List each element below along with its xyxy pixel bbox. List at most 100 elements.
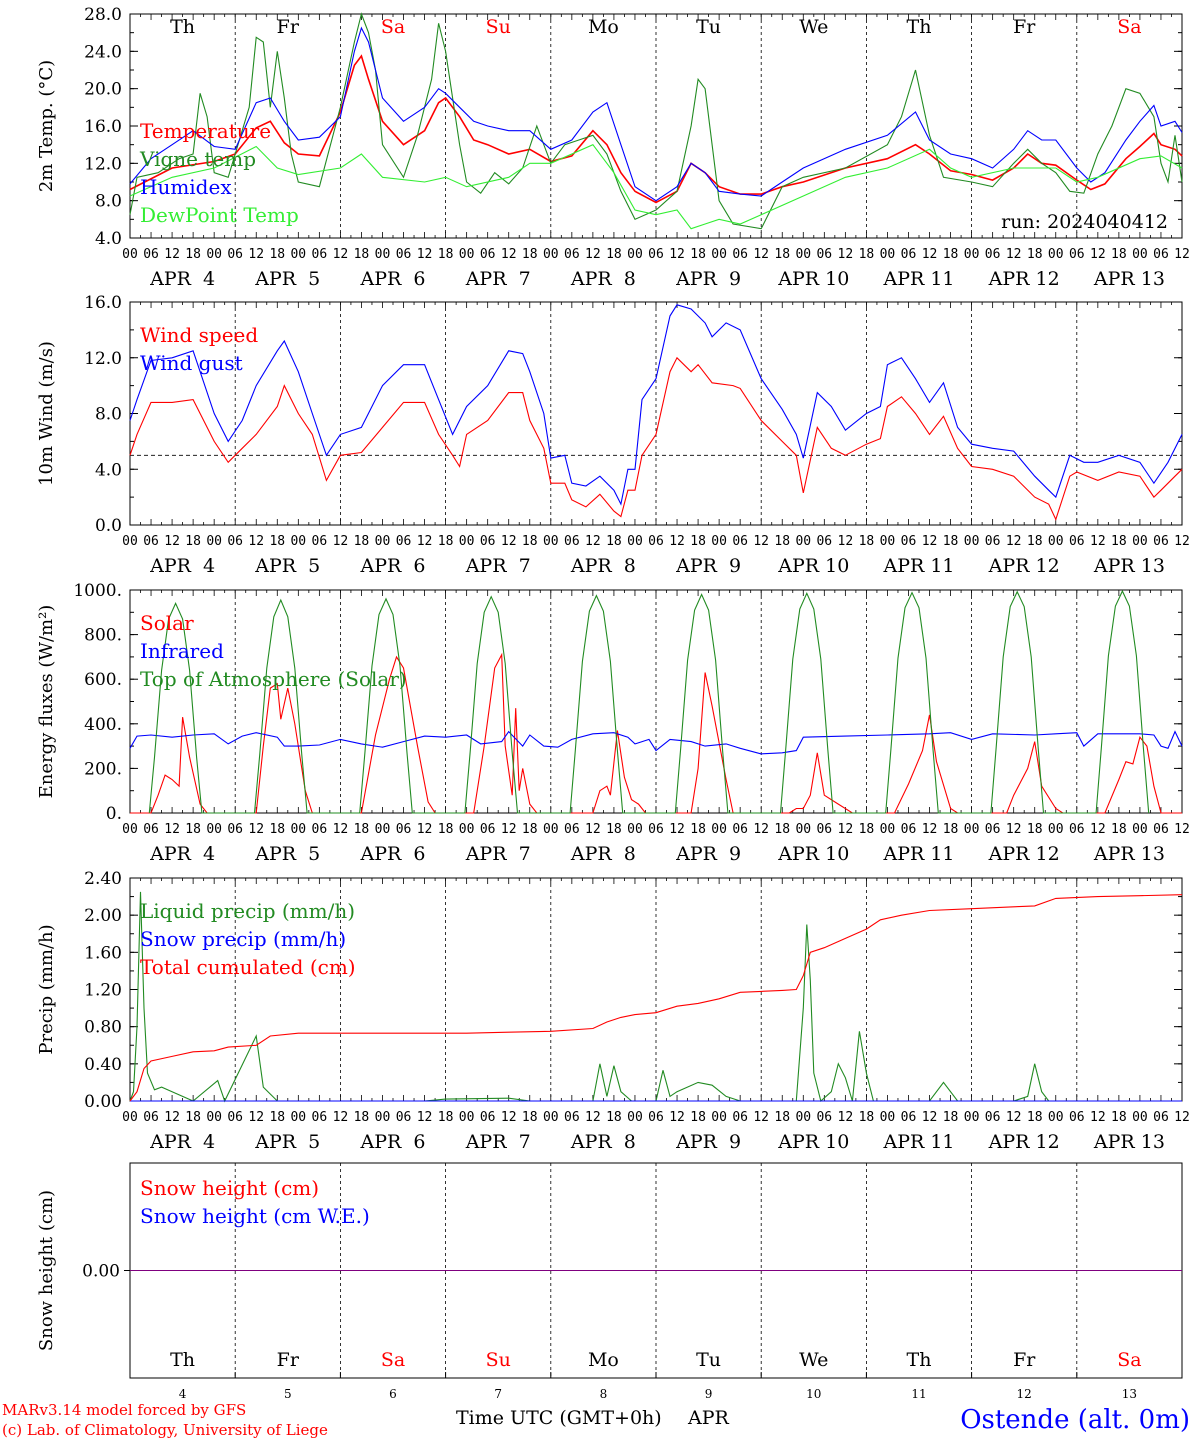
day-number: 10 [806, 1387, 821, 1401]
hour-tick-label: 18 [606, 534, 622, 549]
hour-tick-label: 06 [732, 247, 748, 262]
hour-tick-label: 06 [985, 1110, 1001, 1125]
hour-tick-label: 12 [1090, 822, 1106, 837]
hour-tick-label: 00 [375, 822, 391, 837]
hour-tick-label: 18 [859, 1110, 875, 1125]
date-label: APR 5 [254, 268, 320, 290]
hour-tick-label: 12 [838, 534, 854, 549]
hour-tick-label: 18 [522, 1110, 538, 1125]
hour-tick-label: 06 [1153, 822, 1169, 837]
date-label: APR 8 [570, 555, 636, 577]
hour-tick-label: 00 [290, 1110, 306, 1125]
hour-tick-label: 00 [711, 247, 727, 262]
hour-tick-label: 00 [795, 534, 811, 549]
hour-tick-label: 12 [248, 247, 264, 262]
hour-tick-label: 12 [669, 1110, 685, 1125]
hour-tick-label: 06 [1153, 534, 1169, 549]
date-label: APR 11 [882, 1131, 954, 1153]
hour-tick-label: 06 [985, 534, 1001, 549]
date-label: APR 4 [149, 268, 215, 290]
hour-tick-label: 00 [290, 247, 306, 262]
hour-tick-label: 18 [269, 534, 285, 549]
hour-tick-label: 06 [1153, 1110, 1169, 1125]
hour-tick-label: 12 [248, 534, 264, 549]
hour-tick-label: 00 [1132, 247, 1148, 262]
legend-entry: Solar [140, 611, 194, 635]
hour-tick-label: 06 [816, 247, 832, 262]
panel-frame [129, 589, 1183, 814]
date-label: APR 11 [882, 268, 954, 290]
hour-tick-label: 18 [1111, 822, 1127, 837]
y-tick-label: 20.0 [84, 80, 122, 100]
hour-tick-label: 18 [522, 822, 538, 837]
hour-tick-label: 12 [1006, 1110, 1022, 1125]
weekday-label: Tu [696, 1349, 721, 1371]
date-label: APR 7 [465, 268, 531, 290]
hour-tick-label: 00 [880, 822, 896, 837]
hour-tick-label: 00 [459, 822, 475, 837]
hour-tick-label: 06 [143, 1110, 159, 1125]
hour-tick-label: 12 [1174, 534, 1190, 549]
date-label: APR 8 [570, 268, 636, 290]
date-label: APR 10 [777, 843, 849, 865]
y-tick-label: 8.0 [95, 405, 122, 425]
hour-tick-label: 00 [375, 247, 391, 262]
date-label: APR 6 [360, 1131, 426, 1153]
weekday-label: Fr [1013, 1349, 1036, 1371]
hour-tick-label: 18 [1111, 1110, 1127, 1125]
panel-2: 0.0 4.0 8.0 12.0 16.0 10m Wind (m/s) Wind spee… [36, 293, 1190, 577]
hour-tick-label: 06 [564, 1110, 580, 1125]
hour-tick-label: 06 [648, 534, 664, 549]
hour-tick-label: 18 [774, 1110, 790, 1125]
hour-tick-label: 18 [185, 1110, 201, 1125]
date-label: APR 8 [570, 1131, 636, 1153]
hour-tick-label: 06 [143, 247, 159, 262]
hour-tick-label: 06 [816, 822, 832, 837]
date-label: APR 9 [675, 268, 741, 290]
hour-tick-label: 00 [206, 1110, 222, 1125]
legend-entry: Wind gust [140, 351, 243, 375]
hour-tick-label: 06 [227, 822, 243, 837]
legend-entry: Infrared [140, 639, 224, 663]
date-label: APR 9 [675, 843, 741, 865]
hour-tick-label: 18 [690, 247, 706, 262]
hour-tick-label: 12 [753, 534, 769, 549]
hour-tick-label: 06 [480, 1110, 496, 1125]
hour-tick-label: 18 [185, 534, 201, 549]
hour-tick-label: 06 [480, 247, 496, 262]
hour-tick-label: 18 [859, 822, 875, 837]
hour-tick-label: 06 [396, 1110, 412, 1125]
y-tick-label: 0.40 [84, 1055, 122, 1075]
y-tick-label: 8.0 [95, 192, 122, 212]
y-tick-label: 16.0 [84, 117, 122, 137]
y-tick-label: 28.0 [84, 5, 122, 25]
hour-tick-label: 12 [1006, 247, 1022, 262]
hour-tick-label: 12 [417, 1110, 433, 1125]
date-label: APR 8 [570, 843, 636, 865]
hour-tick-label: 00 [711, 822, 727, 837]
hour-tick-label: 18 [774, 534, 790, 549]
hour-tick-label: 06 [143, 534, 159, 549]
hour-tick-label: 18 [269, 1110, 285, 1125]
hour-tick-label: 00 [543, 247, 559, 262]
hour-tick-label: 00 [206, 534, 222, 549]
hour-tick-label: 12 [1090, 534, 1106, 549]
hour-tick-label: 00 [711, 534, 727, 549]
hour-tick-label: 18 [1027, 822, 1043, 837]
panel-3: 0. 200. 400. 600. 800. 1000. Energy fluxes (W/… [36, 581, 1190, 865]
date-label: APR 10 [777, 1131, 849, 1153]
y-tick-label: 600. [84, 670, 122, 690]
date-label: APR 12 [988, 843, 1060, 865]
weekday-label: Th [170, 16, 195, 38]
y-tick-label: 0. [106, 804, 122, 824]
hour-tick-label: 06 [480, 534, 496, 549]
series-line-solar [130, 652, 1182, 814]
hour-tick-label: 12 [164, 247, 180, 262]
day-number: 13 [1122, 1387, 1137, 1401]
hour-tick-label: 06 [732, 1110, 748, 1125]
hour-tick-label: 00 [290, 534, 306, 549]
day-number: 8 [600, 1387, 608, 1401]
weekday-label: Su [486, 16, 511, 38]
hour-tick-label: 18 [522, 247, 538, 262]
